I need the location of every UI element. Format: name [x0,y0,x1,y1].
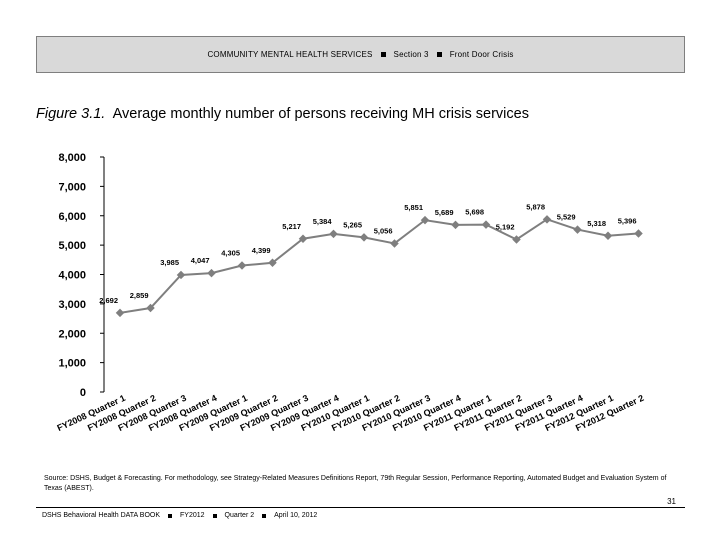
y-tick-label: 0 [80,387,86,399]
data-point [603,231,613,241]
y-tick-label: 5,000 [58,240,86,252]
footer-fiscal-year: FY2012 [180,512,205,519]
y-tick-label: 2,000 [58,328,86,340]
square-bullet-icon [262,513,267,518]
data-point [298,234,308,243]
data-point [634,229,643,238]
data-label: 5,529 [557,213,576,222]
data-label: 5,384 [313,217,333,226]
data-label: 4,399 [252,246,271,255]
data-label: 2,692 [99,296,118,305]
source-note: Source: DSHS, Budget & Forecasting. For … [44,475,667,492]
section-name: COMMUNITY MENTAL HEALTH SERVICES [207,50,373,59]
section-header: COMMUNITY MENTAL HEALTH SERVICES Section… [36,36,685,73]
data-point [268,258,277,268]
data-label: 2,859 [130,291,149,300]
square-bullet-icon [168,513,173,518]
y-tick-label: 4,000 [58,270,86,282]
data-point [329,229,338,239]
square-bullet-icon [380,52,386,57]
data-point [207,268,216,278]
data-point [176,270,186,280]
y-tick-label: 6,000 [58,211,86,223]
y-tick-label: 1,000 [58,358,86,370]
square-bullet-icon [436,52,442,57]
footer-quarter: Quarter 2 [224,512,255,519]
data-label: 5,396 [618,216,637,225]
data-label: 5,689 [435,208,454,217]
data-point [481,220,491,229]
square-bullet-icon [212,513,217,518]
data-point [420,215,430,225]
footer: DSHS Behavioral Health DATA BOOK FY2012 … [42,512,317,519]
data-point [359,233,369,242]
data-label: 5,698 [465,208,484,217]
data-point [237,261,247,270]
figure-title: Figure 3.1. Average monthly number of pe… [36,106,529,122]
data-label: 5,851 [404,203,423,212]
data-point [115,308,125,318]
section-number: Section 3 [393,50,429,59]
footer-date: April 10, 2012 [274,512,318,519]
y-tick-label: 7,000 [58,181,86,193]
data-label: 5,265 [343,220,362,229]
data-label: 5,056 [374,226,393,235]
footer-book-title: DSHS Behavioral Health DATA BOOK [42,512,161,519]
data-label: 4,047 [191,256,210,265]
data-label: 5,192 [496,222,515,231]
data-label: 5,217 [282,222,301,231]
series-line [119,218,639,314]
data-label: 5,878 [526,202,545,211]
data-point [451,220,460,230]
data-point [390,239,399,248]
section-topic: Front Door Crisis [449,50,514,59]
y-tick-label: 8,000 [58,152,86,164]
data-label: 5,318 [587,219,606,228]
figure-caption: Average monthly number of persons receiv… [112,106,529,122]
footer-divider [36,507,685,508]
line-chart: 0 1,000 2,000 3,000 4,000 5,000 6,000 7,000 8,00… [56,152,646,433]
data-point [573,225,582,234]
page-number: 31 [667,497,676,506]
figure-number: Figure 3.1. [36,106,106,122]
data-label: 4,305 [221,249,240,258]
data-label: 3,985 [160,258,179,267]
y-tick-label: 3,000 [58,299,86,311]
data-point [146,303,155,313]
